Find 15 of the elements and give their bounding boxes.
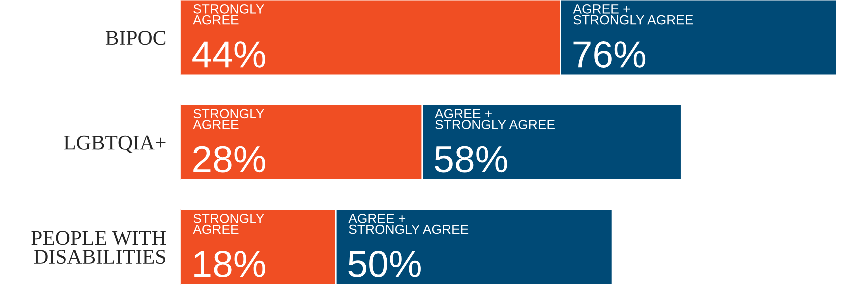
y-tick-label: BIPOC	[106, 31, 166, 46]
data-label: 28%	[194, 146, 266, 173]
text: STRONGLY AGREE	[193, 4, 264, 25]
text: AGREE + STRONGLY AGREE	[573, 4, 694, 25]
series-label: AGREE + STRONGLY AGREE	[348, 214, 469, 234]
annotation: 50%	[348, 250, 421, 278]
data-label: 18%	[194, 250, 266, 278]
y-tick-label: LGBTQIA+	[64, 136, 166, 154]
data-label: 44%	[192, 42, 266, 68]
text: AGREE + STRONGLY AGREE	[435, 109, 555, 130]
text: STRONGLY AGREE	[193, 109, 264, 130]
series-label: STRONGLY AGREE	[193, 214, 264, 234]
annotation: 58%	[435, 146, 508, 173]
y-tick-label: PEOPLE WITH DISABILITIES	[32, 231, 166, 264]
annotation: 76%	[574, 41, 646, 68]
